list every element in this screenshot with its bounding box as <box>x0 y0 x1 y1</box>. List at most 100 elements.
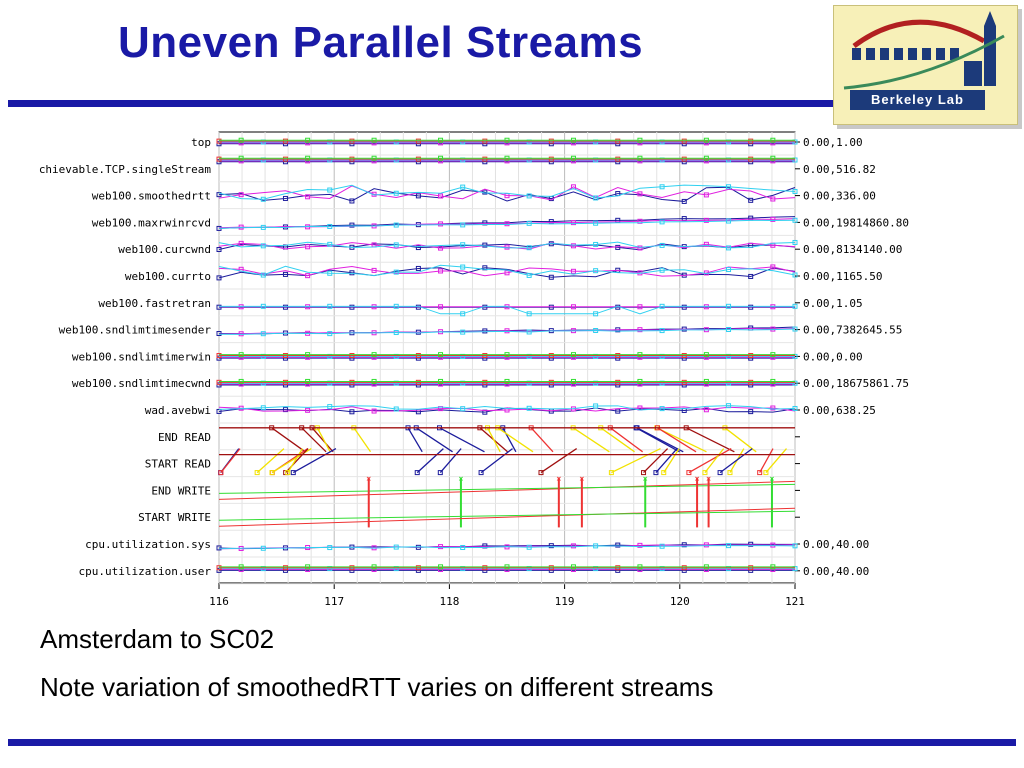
series-point <box>593 311 599 317</box>
series-point <box>349 270 355 276</box>
read-event-marker <box>437 470 443 476</box>
series-point <box>570 268 576 274</box>
series-point <box>615 156 621 162</box>
series-point <box>703 192 709 198</box>
series-point <box>305 244 311 250</box>
series-point <box>637 542 643 548</box>
series-line <box>218 264 796 276</box>
series-point <box>748 138 754 144</box>
series-point <box>238 240 244 246</box>
series-point <box>659 242 665 248</box>
series-point <box>482 138 488 144</box>
series-point <box>260 303 266 309</box>
series-point <box>460 184 466 190</box>
series-point <box>615 353 621 359</box>
series-point <box>637 352 643 358</box>
series-point <box>216 156 222 162</box>
series-point <box>526 220 532 226</box>
series-point <box>260 545 266 551</box>
series-point <box>438 137 444 143</box>
series-point <box>615 379 621 385</box>
series-point <box>548 543 554 549</box>
series-point <box>770 405 776 411</box>
series-point <box>726 327 732 333</box>
read-event-line <box>439 448 462 474</box>
write-trend-line <box>218 510 796 521</box>
series-point <box>726 543 732 549</box>
series-point <box>327 187 333 193</box>
series-point <box>393 242 399 248</box>
series-point <box>415 565 421 571</box>
series-point <box>415 156 421 162</box>
series-point <box>548 379 554 385</box>
series-point <box>681 198 687 204</box>
track-range-label: 0.00,1165.50 <box>803 270 882 283</box>
read-event-line <box>407 427 423 453</box>
series-point <box>703 217 709 223</box>
read-event-marker <box>727 470 733 476</box>
series-point <box>637 245 643 251</box>
series-point <box>504 244 510 250</box>
read-event-line <box>663 448 680 473</box>
write-event-marker: × <box>458 474 463 484</box>
series-point <box>703 378 709 384</box>
series-point <box>770 352 776 358</box>
series-point <box>770 378 776 384</box>
series-point <box>260 405 266 411</box>
track-label: END WRITE <box>151 484 211 497</box>
series-point <box>526 311 532 317</box>
series-point <box>615 138 621 144</box>
series-point <box>260 196 266 202</box>
series-point <box>460 222 466 228</box>
read-event-line <box>439 427 485 453</box>
read-event-marker <box>478 470 484 476</box>
series-point <box>703 352 709 358</box>
series-point <box>770 326 776 332</box>
series-point <box>216 138 222 144</box>
series-point <box>615 408 621 414</box>
track-label: top <box>191 136 211 149</box>
series-point <box>349 379 355 385</box>
read-event-line <box>657 427 697 453</box>
series-line <box>218 328 796 335</box>
series-point <box>792 405 798 411</box>
series-point <box>748 541 754 547</box>
series-point <box>593 268 599 274</box>
series-point <box>792 217 798 223</box>
track-range-label: 0.00,40.00 <box>803 538 869 551</box>
series-point <box>216 275 222 281</box>
series-point <box>792 272 798 278</box>
series-point <box>504 328 510 334</box>
series-point <box>681 542 687 548</box>
series-point <box>460 311 466 317</box>
read-event-line <box>600 427 635 453</box>
series-point <box>570 243 576 249</box>
series-point <box>282 407 288 413</box>
series-point <box>770 137 776 143</box>
read-event-marker <box>686 470 692 476</box>
track-range-label: 0.00,516.82 <box>803 163 876 176</box>
series-point <box>216 247 222 253</box>
track-range-label: 0.00,0.00 <box>803 350 863 363</box>
series-point <box>637 378 643 384</box>
series-point <box>792 239 798 245</box>
series-point <box>349 156 355 162</box>
read-event-marker <box>290 470 296 476</box>
series-point <box>570 304 576 310</box>
series-point <box>681 138 687 144</box>
series-point <box>726 218 732 224</box>
series-point <box>748 353 754 359</box>
write-trend-line <box>218 483 796 494</box>
series-point <box>460 329 466 335</box>
series-point <box>770 155 776 161</box>
series-point <box>393 330 399 336</box>
series-point <box>305 273 311 279</box>
series-point <box>393 190 399 196</box>
series-point <box>703 564 709 570</box>
series-point <box>216 192 222 198</box>
track-label: web100.fastretran <box>98 297 211 310</box>
series-point <box>327 270 333 276</box>
series-point <box>770 564 776 570</box>
series-point <box>703 137 709 143</box>
series-point <box>748 197 754 203</box>
